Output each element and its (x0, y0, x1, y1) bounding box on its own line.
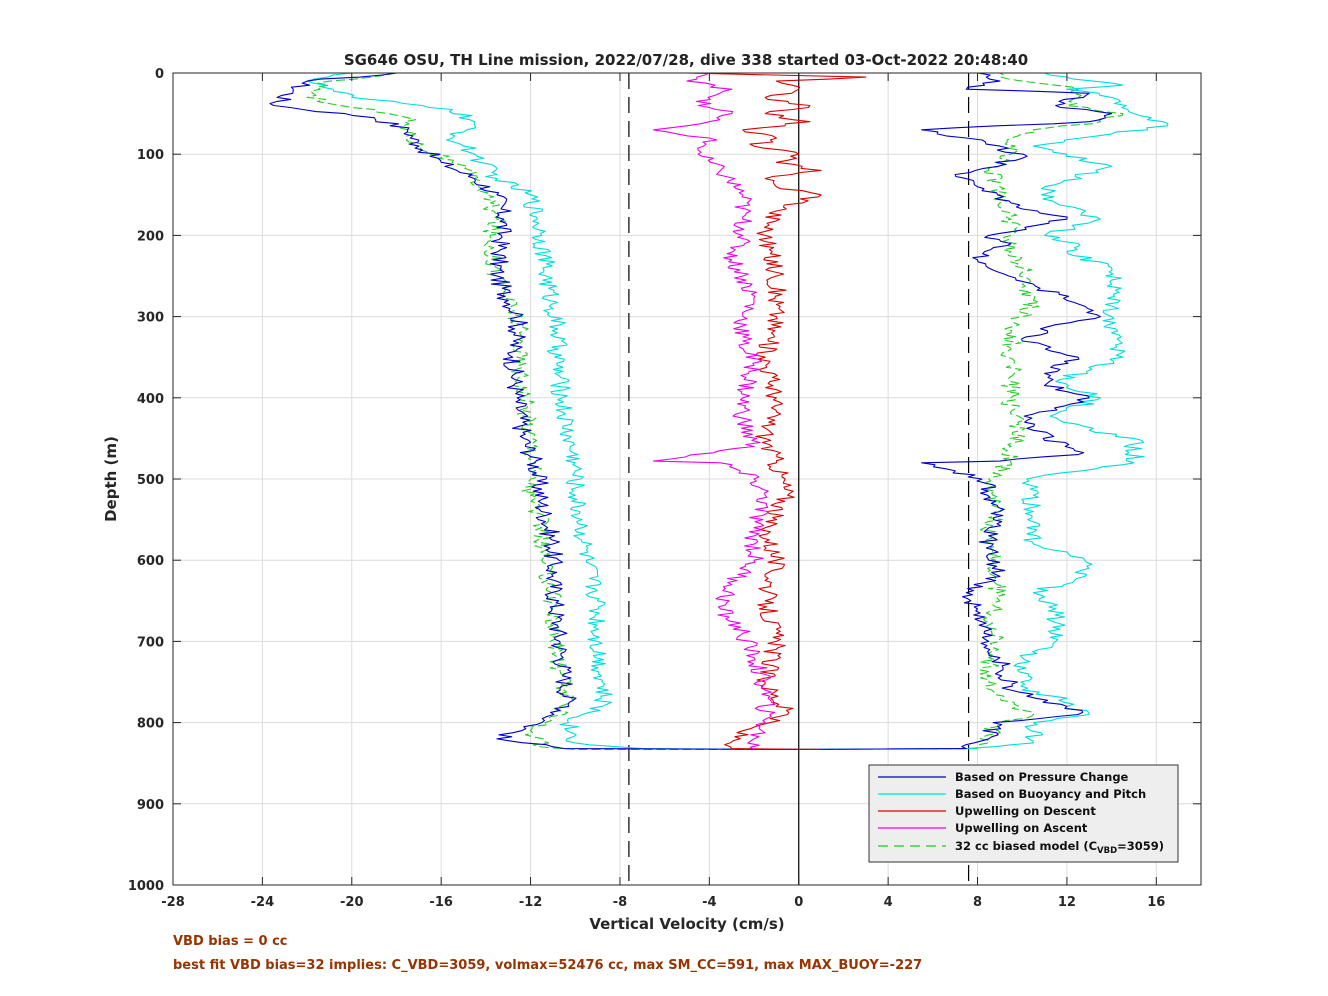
y-tick-label: 900 (137, 798, 164, 813)
axis-ticks (172, 72, 1201, 886)
series-line-3 (652, 72, 776, 750)
series-line-2 (686, 72, 867, 750)
legend: Based on Pressure Change Based on Buoyan… (868, 764, 1179, 863)
vbd-bias-note: VBD bias = 0 cc (173, 934, 288, 949)
series-line-0 (269, 72, 1113, 750)
y-tick-label: 400 (137, 392, 164, 407)
x-tick-label: -8 (613, 895, 627, 910)
x-tick-label: 4 (884, 895, 893, 910)
x-tick-label: -28 (161, 895, 185, 910)
legend-label-buoyancy: Based on Buoyancy and Pitch (955, 787, 1146, 801)
legend-model-suffix: =3059) (1117, 839, 1164, 853)
chart-title: SG646 OSU, TH Line mission, 2022/07/28, … (344, 51, 1028, 69)
y-tick-label: 1000 (128, 879, 164, 894)
y-tick-label: 700 (137, 635, 164, 650)
grid-lines (172, 72, 1201, 886)
best-fit-note: best fit VBD bias=32 implies: C_VBD=3059… (173, 958, 923, 973)
y-tick-label: 200 (137, 229, 164, 244)
y-tick-label: 800 (137, 717, 164, 732)
y-tick-label: 500 (137, 473, 164, 488)
legend-box (868, 764, 1179, 863)
legend-label-descent: Upwelling on Descent (955, 804, 1096, 818)
legend-label-model: 32 cc biased model (CVBD=3059) (955, 839, 1164, 856)
x-tick-label: 16 (1147, 895, 1165, 910)
y-tick-label: 100 (137, 148, 164, 163)
legend-label-ascent: Upwelling on Ascent (955, 821, 1088, 835)
x-tick-label: -4 (702, 895, 716, 910)
x-axis-label: Vertical Velocity (cm/s) (589, 915, 784, 933)
y-axis-label: Depth (m) (102, 436, 120, 522)
series-group (269, 72, 1169, 750)
x-tick-label: 0 (794, 895, 803, 910)
y-tick-label: 300 (137, 311, 164, 326)
legend-model-subscript: VBD (1097, 846, 1117, 856)
legend-label-pressure: Based on Pressure Change (955, 770, 1129, 784)
x-tick-label: -12 (519, 895, 543, 910)
tick-labels: -28 -24 -20 -16 -12 -8 -4 0 4 8 12 16 0 100 200 300 400 5… (128, 67, 1166, 910)
x-tick-label: 8 (973, 895, 982, 910)
legend-model-prefix: 32 cc biased model (C (955, 839, 1097, 853)
x-tick-label: -24 (251, 895, 275, 910)
y-tick-label: 0 (155, 67, 164, 82)
y-tick-label: 600 (137, 554, 164, 569)
x-tick-label: -20 (340, 895, 364, 910)
x-tick-label: -16 (429, 895, 453, 910)
x-tick-label: 12 (1058, 895, 1076, 910)
